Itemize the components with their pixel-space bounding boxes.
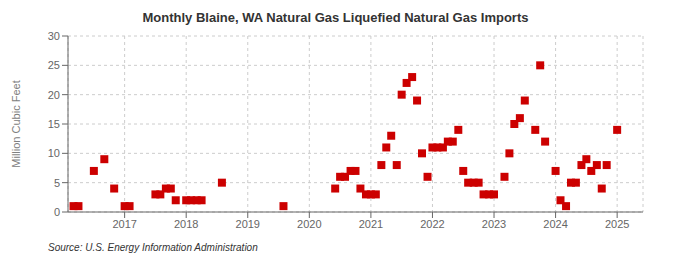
svg-text:2019: 2019 [236, 218, 260, 230]
svg-text:2017: 2017 [112, 218, 136, 230]
svg-text:20: 20 [48, 89, 60, 101]
svg-text:2025: 2025 [605, 218, 629, 230]
svg-text:0: 0 [54, 206, 60, 218]
svg-text:25: 25 [48, 59, 60, 71]
svg-text:5: 5 [54, 177, 60, 189]
svg-text:2021: 2021 [359, 218, 383, 230]
svg-text:30: 30 [48, 30, 60, 42]
svg-text:2020: 2020 [297, 218, 321, 230]
svg-text:15: 15 [48, 118, 60, 130]
svg-text:10: 10 [48, 147, 60, 159]
svg-text:2022: 2022 [420, 218, 444, 230]
html-text:Monthly Blaine, WA Natural Gas: Monthly Blaine, WA Natural Gas Liquefied… [142, 10, 529, 25]
svg-text:2018: 2018 [174, 218, 198, 230]
svg-text:Million Cubic Feet: Million Cubic Feet [10, 80, 22, 167]
html-text:Source: U.S. Energy Informatio: Source: U.S. Energy Information Administ… [48, 242, 258, 253]
svg-text:2023: 2023 [482, 218, 506, 230]
svg-text:2024: 2024 [543, 218, 567, 230]
